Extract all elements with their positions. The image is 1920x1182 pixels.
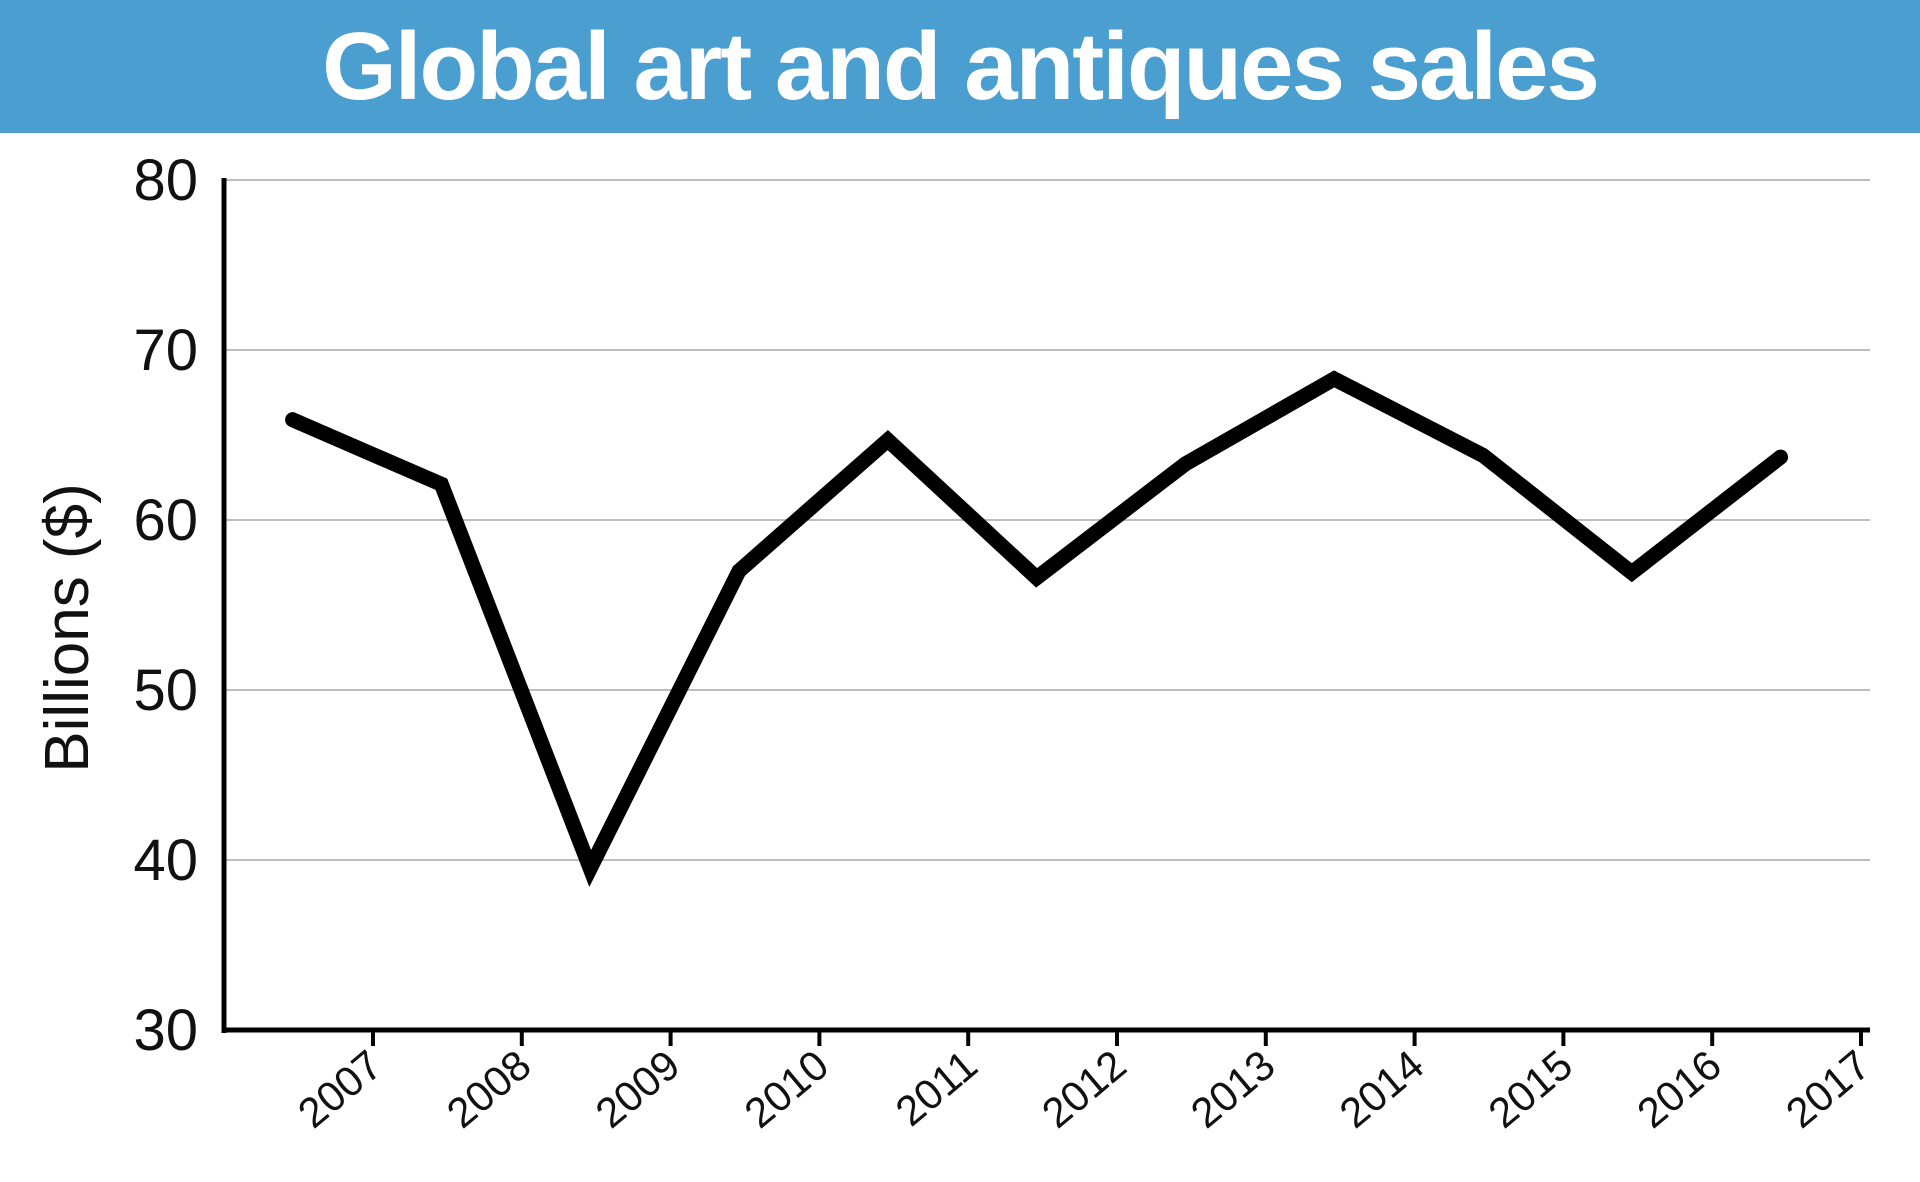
data-point [440, 483, 443, 486]
data-point [589, 867, 592, 870]
data-point [886, 439, 889, 442]
y-tick-label: 30 [133, 998, 198, 1063]
x-tick-label: 2014 [1331, 1041, 1433, 1137]
y-tick-label: 50 [133, 658, 198, 723]
x-axis-ticks: 2007 2008 2009 2010 2011 2012 2013 2014 2015 2016… [289, 1030, 1879, 1137]
data-point [1482, 454, 1484, 457]
axes [221, 178, 1870, 1033]
x-tick-label: 2017 [1777, 1041, 1879, 1137]
data-point [1184, 462, 1187, 465]
data-point [738, 570, 740, 572]
data-point [1779, 456, 1782, 459]
data-point [1333, 377, 1336, 380]
y-axis-ticks: 80 70 60 50 40 30 [133, 148, 198, 1063]
x-tick-label: 2008 [438, 1041, 540, 1137]
x-tick-label: 2009 [587, 1041, 689, 1137]
x-tick-label: 2015 [1479, 1041, 1581, 1137]
x-tick-label: 2010 [735, 1041, 837, 1137]
data-point [1035, 576, 1038, 579]
sales-line [285, 370, 1789, 888]
x-tick-label: 2007 [289, 1041, 391, 1137]
y-tick-label: 60 [133, 488, 198, 553]
x-tick-label: 2013 [1182, 1041, 1284, 1137]
title-banner: Global art and antiques sales [0, 0, 1920, 133]
gridlines [224, 179, 1870, 861]
x-tick-label: 2011 [887, 1041, 986, 1135]
y-axis-title: Billions ($) [33, 483, 102, 772]
y-tick-label: 40 [133, 828, 198, 893]
x-tick-label: 2016 [1628, 1041, 1730, 1137]
series [285, 370, 1789, 888]
x-tick-label: 2012 [1033, 1041, 1135, 1137]
data-point [1630, 571, 1633, 574]
y-tick-label: 80 [133, 148, 198, 213]
chart-title: Global art and antiques sales [322, 12, 1600, 120]
y-tick-label: 70 [133, 318, 198, 383]
data-point [291, 418, 294, 421]
